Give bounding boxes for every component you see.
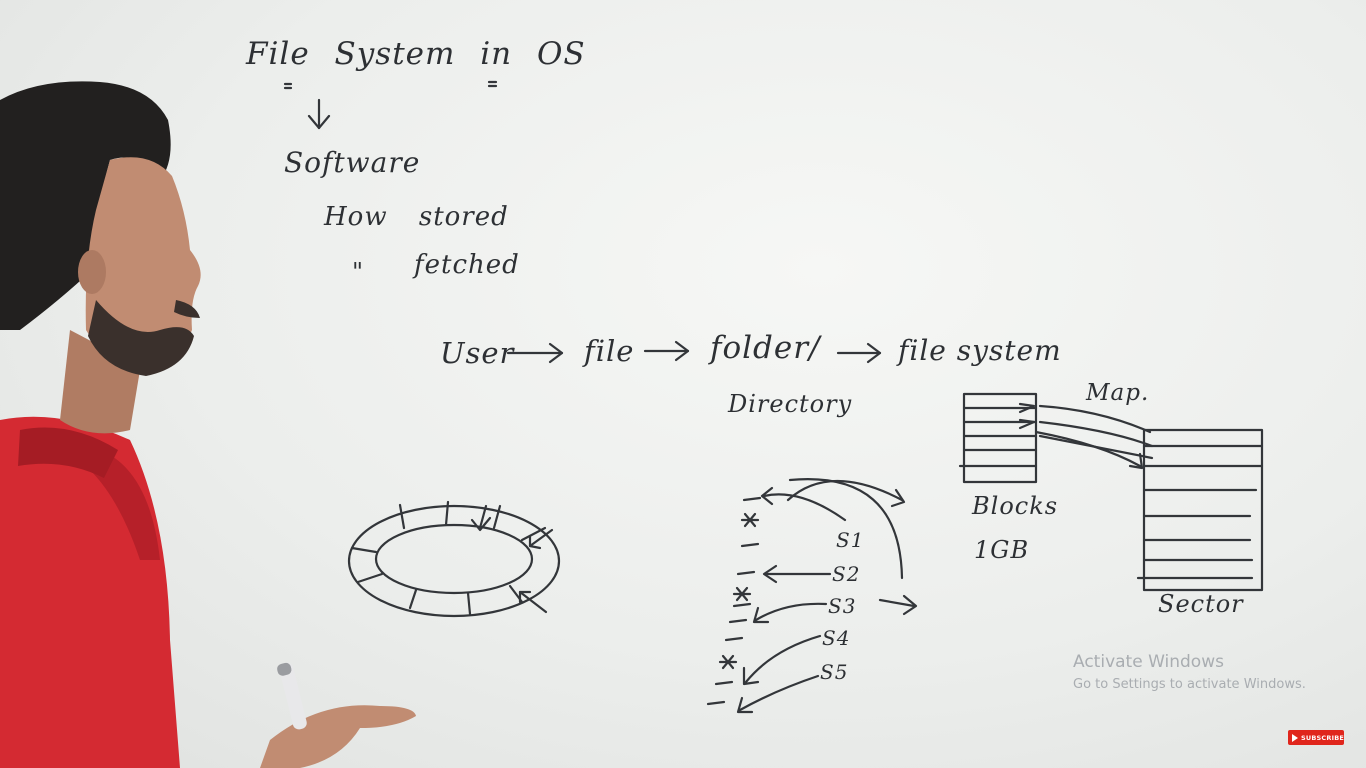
directory-label: Directory [728,390,853,418]
user-label: User [440,336,515,370]
folder-label: folder/ [710,330,821,366]
file-system-label: file system [898,334,1062,367]
segment-s1: S1 [836,528,865,552]
segment-s4: S4 [822,626,851,650]
fetched-label: fetched [414,250,520,280]
sector-label: Sector [1158,590,1244,618]
blocks-table-icon [958,392,1038,484]
ditto-mark: " [352,258,365,286]
blocks-label: Blocks [972,492,1059,520]
segment-s5: S5 [820,660,849,684]
segment-s2: S2 [832,562,861,586]
map-arrows-icon [1018,402,1154,470]
map-label: Map. [1086,380,1150,406]
how-stored-label: How stored [324,202,509,232]
segment-s3: S3 [828,594,857,618]
arrow-folder-filesystem-icon [836,342,882,364]
file-label: file [584,334,635,368]
segment-allocation-strokes [706,478,918,714]
board-title: File System in OS [246,36,586,72]
sector-table-icon [1136,428,1264,592]
arrow-file-folder-icon [643,340,690,362]
subscribe-button[interactable]: SUBSCRIBE [1288,730,1344,745]
activate-windows-subtitle: Go to Settings to activate Windows. [1073,677,1306,692]
activate-windows-title: Activate Windows [1073,652,1224,672]
arrow-user-file-icon [506,342,564,364]
play-icon [1292,733,1298,742]
disk-ring-icon [347,500,561,618]
size-label: 1GB [974,536,1030,564]
software-label: Software [284,146,421,179]
subscribe-label: SUBSCRIBE [1301,733,1344,742]
down-arrow-icon [307,98,331,130]
